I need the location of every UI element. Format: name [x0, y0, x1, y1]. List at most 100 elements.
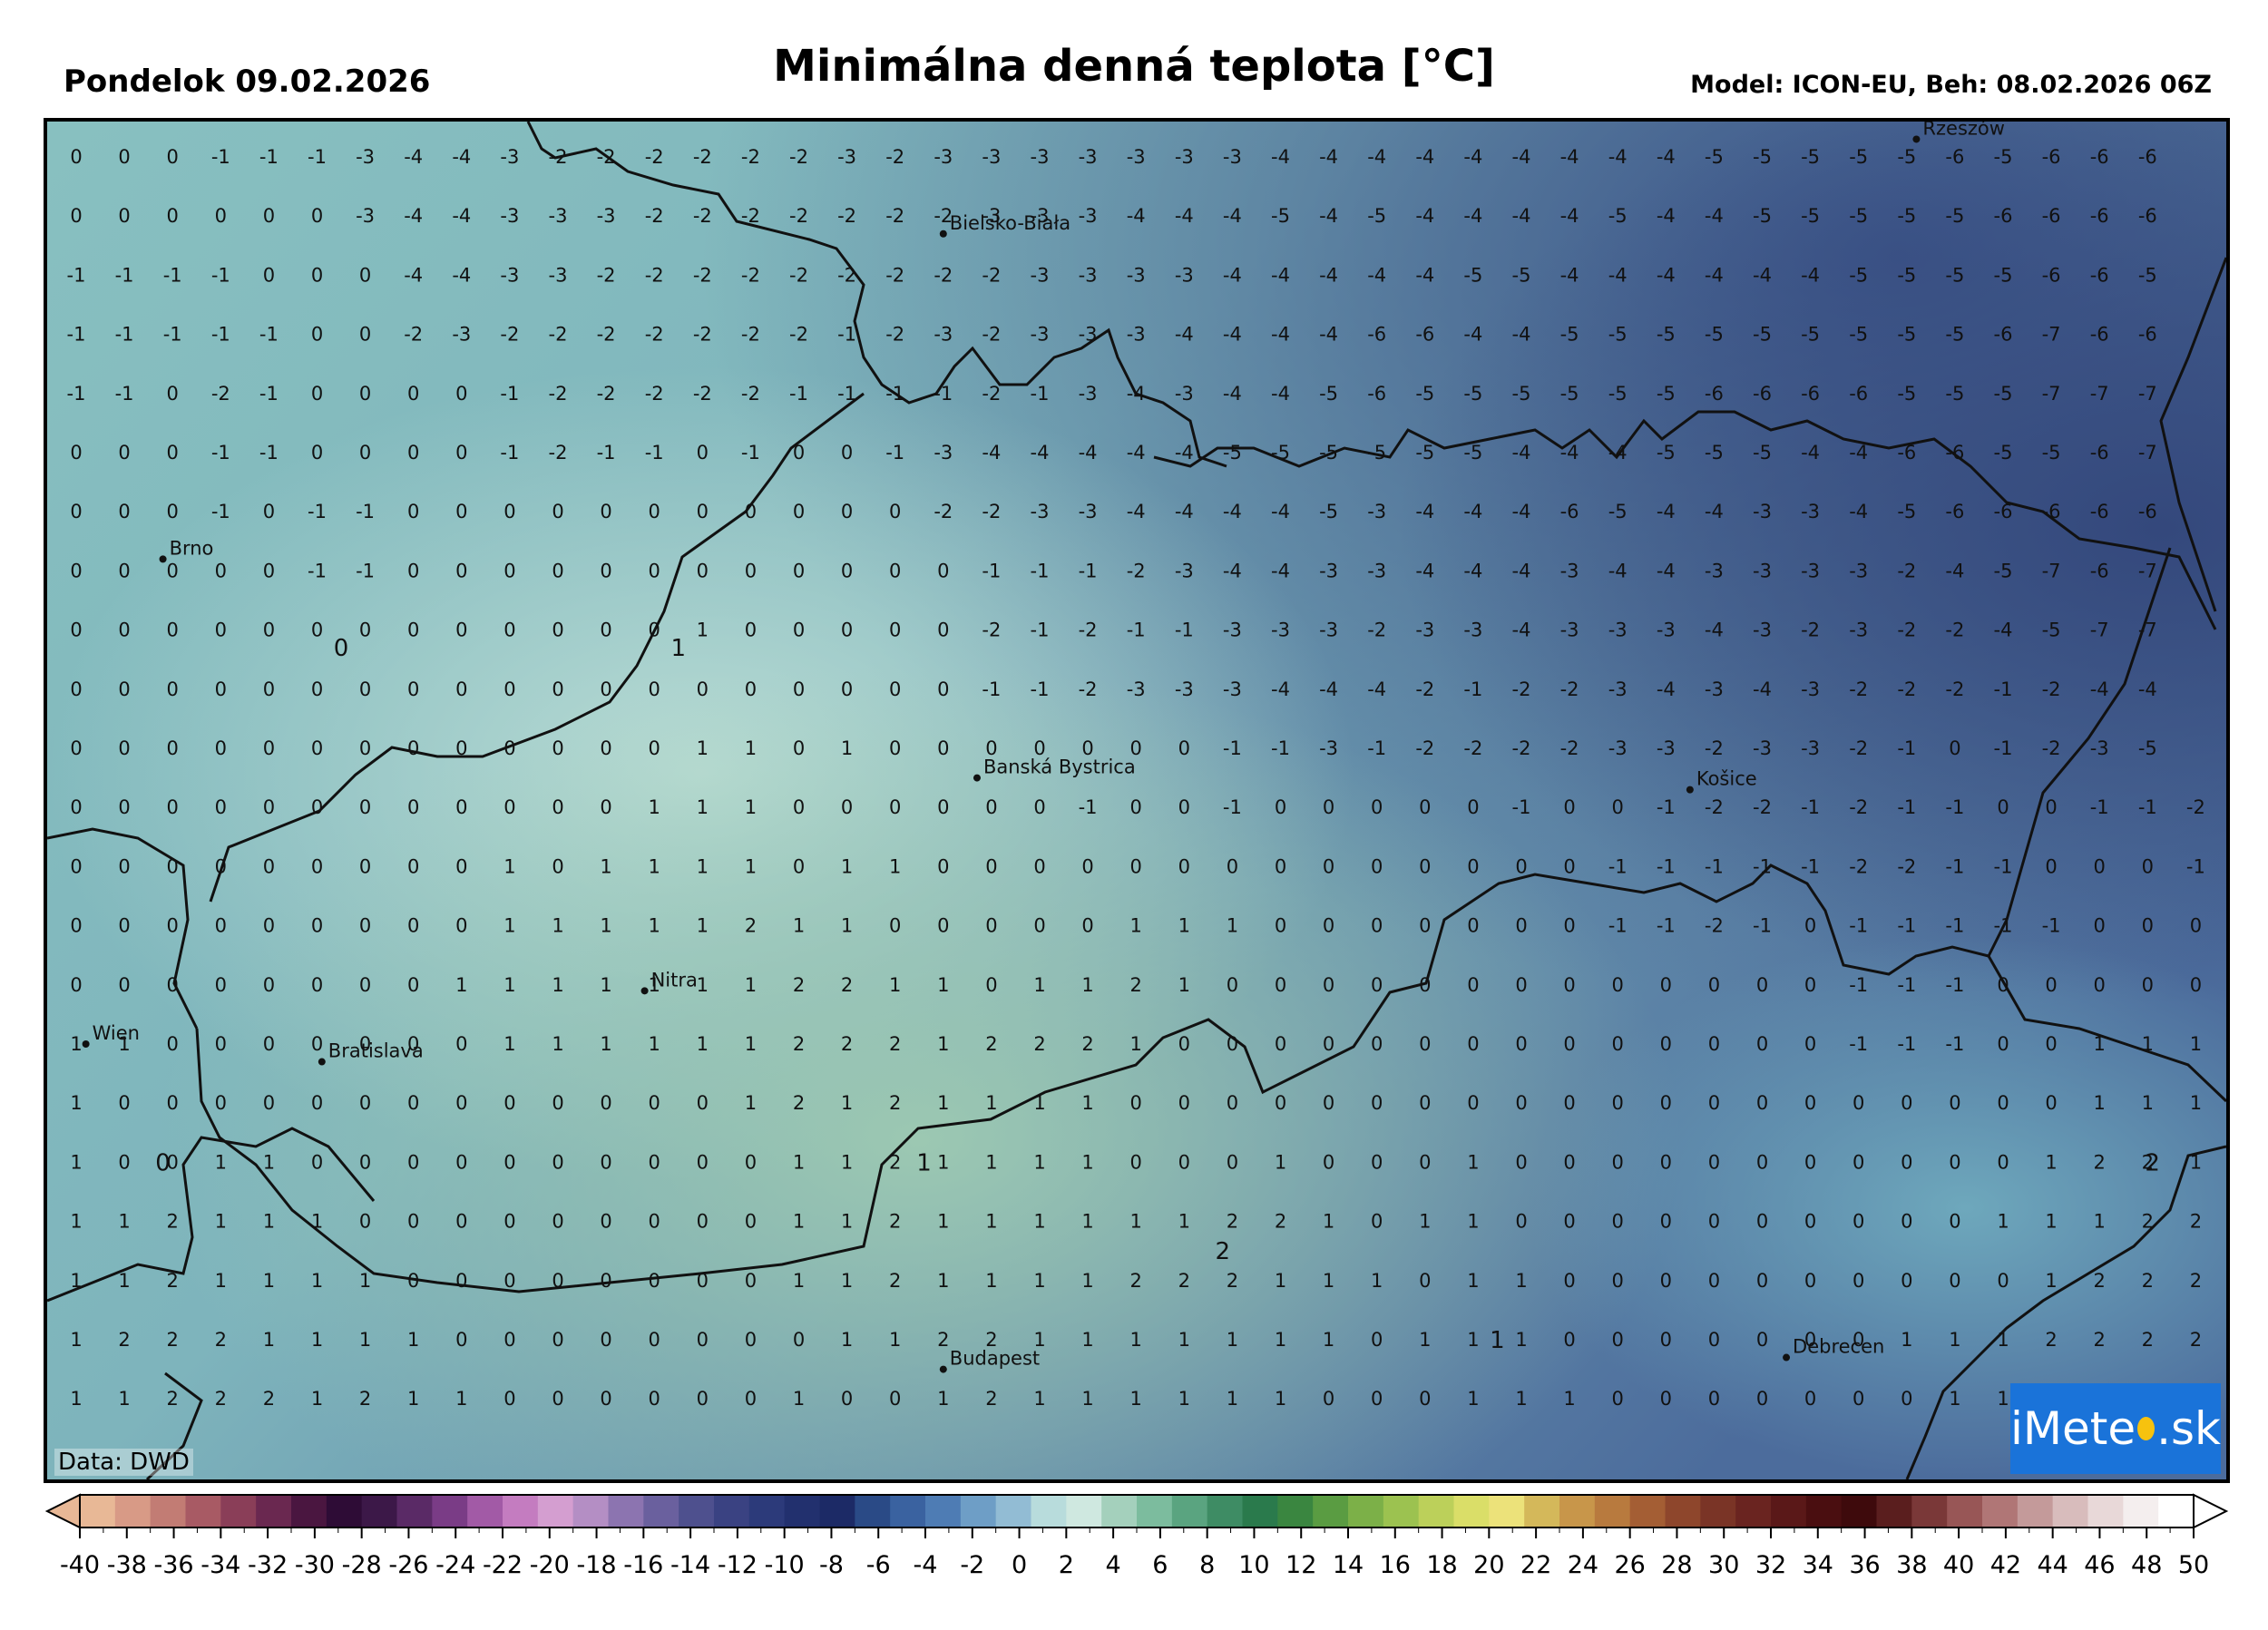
grid-value: 0 — [503, 1092, 515, 1114]
grid-value: -2 — [645, 383, 664, 405]
grid-value: 1 — [503, 1033, 515, 1055]
grid-value: -4 — [1945, 560, 1964, 581]
grid-value: 0 — [167, 974, 179, 996]
grid-value: 0 — [1178, 1092, 1190, 1114]
colorbar-tick-label: -2 — [960, 1551, 984, 1579]
border-pl-ua — [2159, 257, 2226, 612]
grid-value: 0 — [793, 501, 805, 522]
grid-value: -4 — [1271, 264, 1290, 286]
grid-value: -5 — [1608, 383, 1628, 405]
grid-value: -1 — [1945, 915, 1964, 937]
grid-value: 0 — [985, 915, 997, 937]
grid-value: 1 — [841, 1270, 853, 1292]
grid-value: 0 — [311, 678, 323, 700]
grid-value: 0 — [649, 1211, 660, 1233]
grid-value: -7 — [2042, 324, 2061, 346]
grid-value: 0 — [1515, 1033, 1527, 1055]
grid-value: 1 — [1371, 1270, 1383, 1292]
grid-value: -1 — [2042, 915, 2061, 937]
grid-value: -3 — [1608, 737, 1628, 759]
grid-value: 1 — [263, 1270, 275, 1292]
grid-value: -4 — [1608, 146, 1628, 168]
grid-value: 0 — [70, 442, 82, 464]
grid-value: -2 — [1945, 620, 1964, 641]
grid-value: 1 — [1467, 1211, 1479, 1233]
grid-value: 1 — [1467, 1388, 1479, 1410]
grid-value: 0 — [2142, 974, 2154, 996]
color-scale-cell — [714, 1495, 750, 1528]
grid-value: -4 — [1223, 383, 1242, 405]
grid-value: 0 — [455, 501, 467, 522]
grid-value: 0 — [263, 855, 275, 877]
grid-value: 0 — [985, 855, 997, 877]
color-scale-cell — [1594, 1495, 1631, 1528]
grid-value: 0 — [2045, 796, 2057, 818]
grid-value: 0 — [600, 1388, 611, 1410]
grid-value: 2 — [2142, 1151, 2154, 1173]
grid-value: -2 — [1705, 737, 1724, 759]
grid-value: 0 — [552, 1329, 563, 1351]
grid-value: -1 — [1512, 796, 1531, 818]
grid-value: 0 — [745, 1211, 757, 1233]
grid-value: 1 — [985, 1270, 997, 1292]
grid-value: -4 — [1463, 324, 1482, 346]
colorbar-tick-label: 40 — [1943, 1551, 1974, 1579]
grid-value: 0 — [2190, 915, 2202, 937]
grid-value: -1 — [1994, 678, 2013, 700]
color-scale-cell — [396, 1495, 433, 1528]
grid-value: 0 — [1467, 796, 1479, 818]
grid-value: 1 — [841, 1092, 853, 1114]
grid-value: 1 — [1949, 1388, 1960, 1410]
grid-value: 0 — [503, 1270, 515, 1292]
grid-value: -1 — [1801, 796, 1820, 818]
grid-value: -2 — [1849, 737, 1868, 759]
grid-value: 2 — [937, 1329, 949, 1351]
grid-value: 2 — [2094, 1329, 2106, 1351]
colorbar-right-extension — [2193, 1493, 2229, 1529]
grid-value: -3 — [1079, 146, 1098, 168]
grid-value: 1 — [1467, 1151, 1479, 1173]
color-scale-cell — [1101, 1495, 1138, 1528]
grid-value: -4 — [1994, 620, 2013, 641]
grid-value: 0 — [1612, 1092, 1624, 1114]
grid-value: 1 — [407, 1329, 419, 1351]
grid-value: 1 — [1275, 1329, 1286, 1351]
colorbar-tick-label: 22 — [1520, 1551, 1551, 1579]
grid-value: 0 — [167, 501, 179, 522]
colorbar-tick-label: -24 — [435, 1551, 475, 1579]
grid-value: -2 — [741, 205, 760, 227]
grid-value: -1 — [211, 264, 230, 286]
grid-value: 1 — [841, 915, 853, 937]
city-label: Bratislava — [328, 1040, 424, 1062]
grid-value: -2 — [789, 205, 808, 227]
grid-value: -3 — [500, 146, 519, 168]
grid-value: 0 — [1949, 1211, 1960, 1233]
grid-value: 2 — [1130, 1270, 1142, 1292]
grid-value: -3 — [1127, 678, 1146, 700]
grid-value: 0 — [455, 1092, 467, 1114]
grid-value: 1 — [1033, 1270, 1045, 1292]
grid-value: 0 — [937, 737, 949, 759]
grid-value: 0 — [455, 796, 467, 818]
grid-value: 0 — [118, 146, 130, 168]
grid-value: 1 — [2094, 1211, 2106, 1233]
grid-value: 0 — [1563, 974, 1575, 996]
grid-value: 0 — [1033, 737, 1045, 759]
grid-value: -1 — [885, 383, 904, 405]
grid-value: -5 — [1512, 264, 1531, 286]
grid-value: 1 — [2142, 1092, 2154, 1114]
grid-value: 1 — [118, 1033, 130, 1055]
grid-value: -5 — [1657, 383, 1676, 405]
grid-value: 1 — [745, 737, 757, 759]
grid-value: -6 — [1560, 501, 1579, 522]
grid-value: -1 — [163, 264, 182, 286]
color-scale-cell — [150, 1495, 187, 1528]
grid-value: 0 — [745, 1329, 757, 1351]
grid-value: 0 — [1612, 1388, 1624, 1410]
grid-value: -2 — [934, 264, 953, 286]
grid-value: -5 — [1801, 324, 1820, 346]
grid-value: -2 — [837, 205, 856, 227]
grid-value: 0 — [1033, 855, 1045, 877]
border-at-cz — [47, 827, 199, 1030]
grid-value: 1 — [311, 1270, 323, 1292]
